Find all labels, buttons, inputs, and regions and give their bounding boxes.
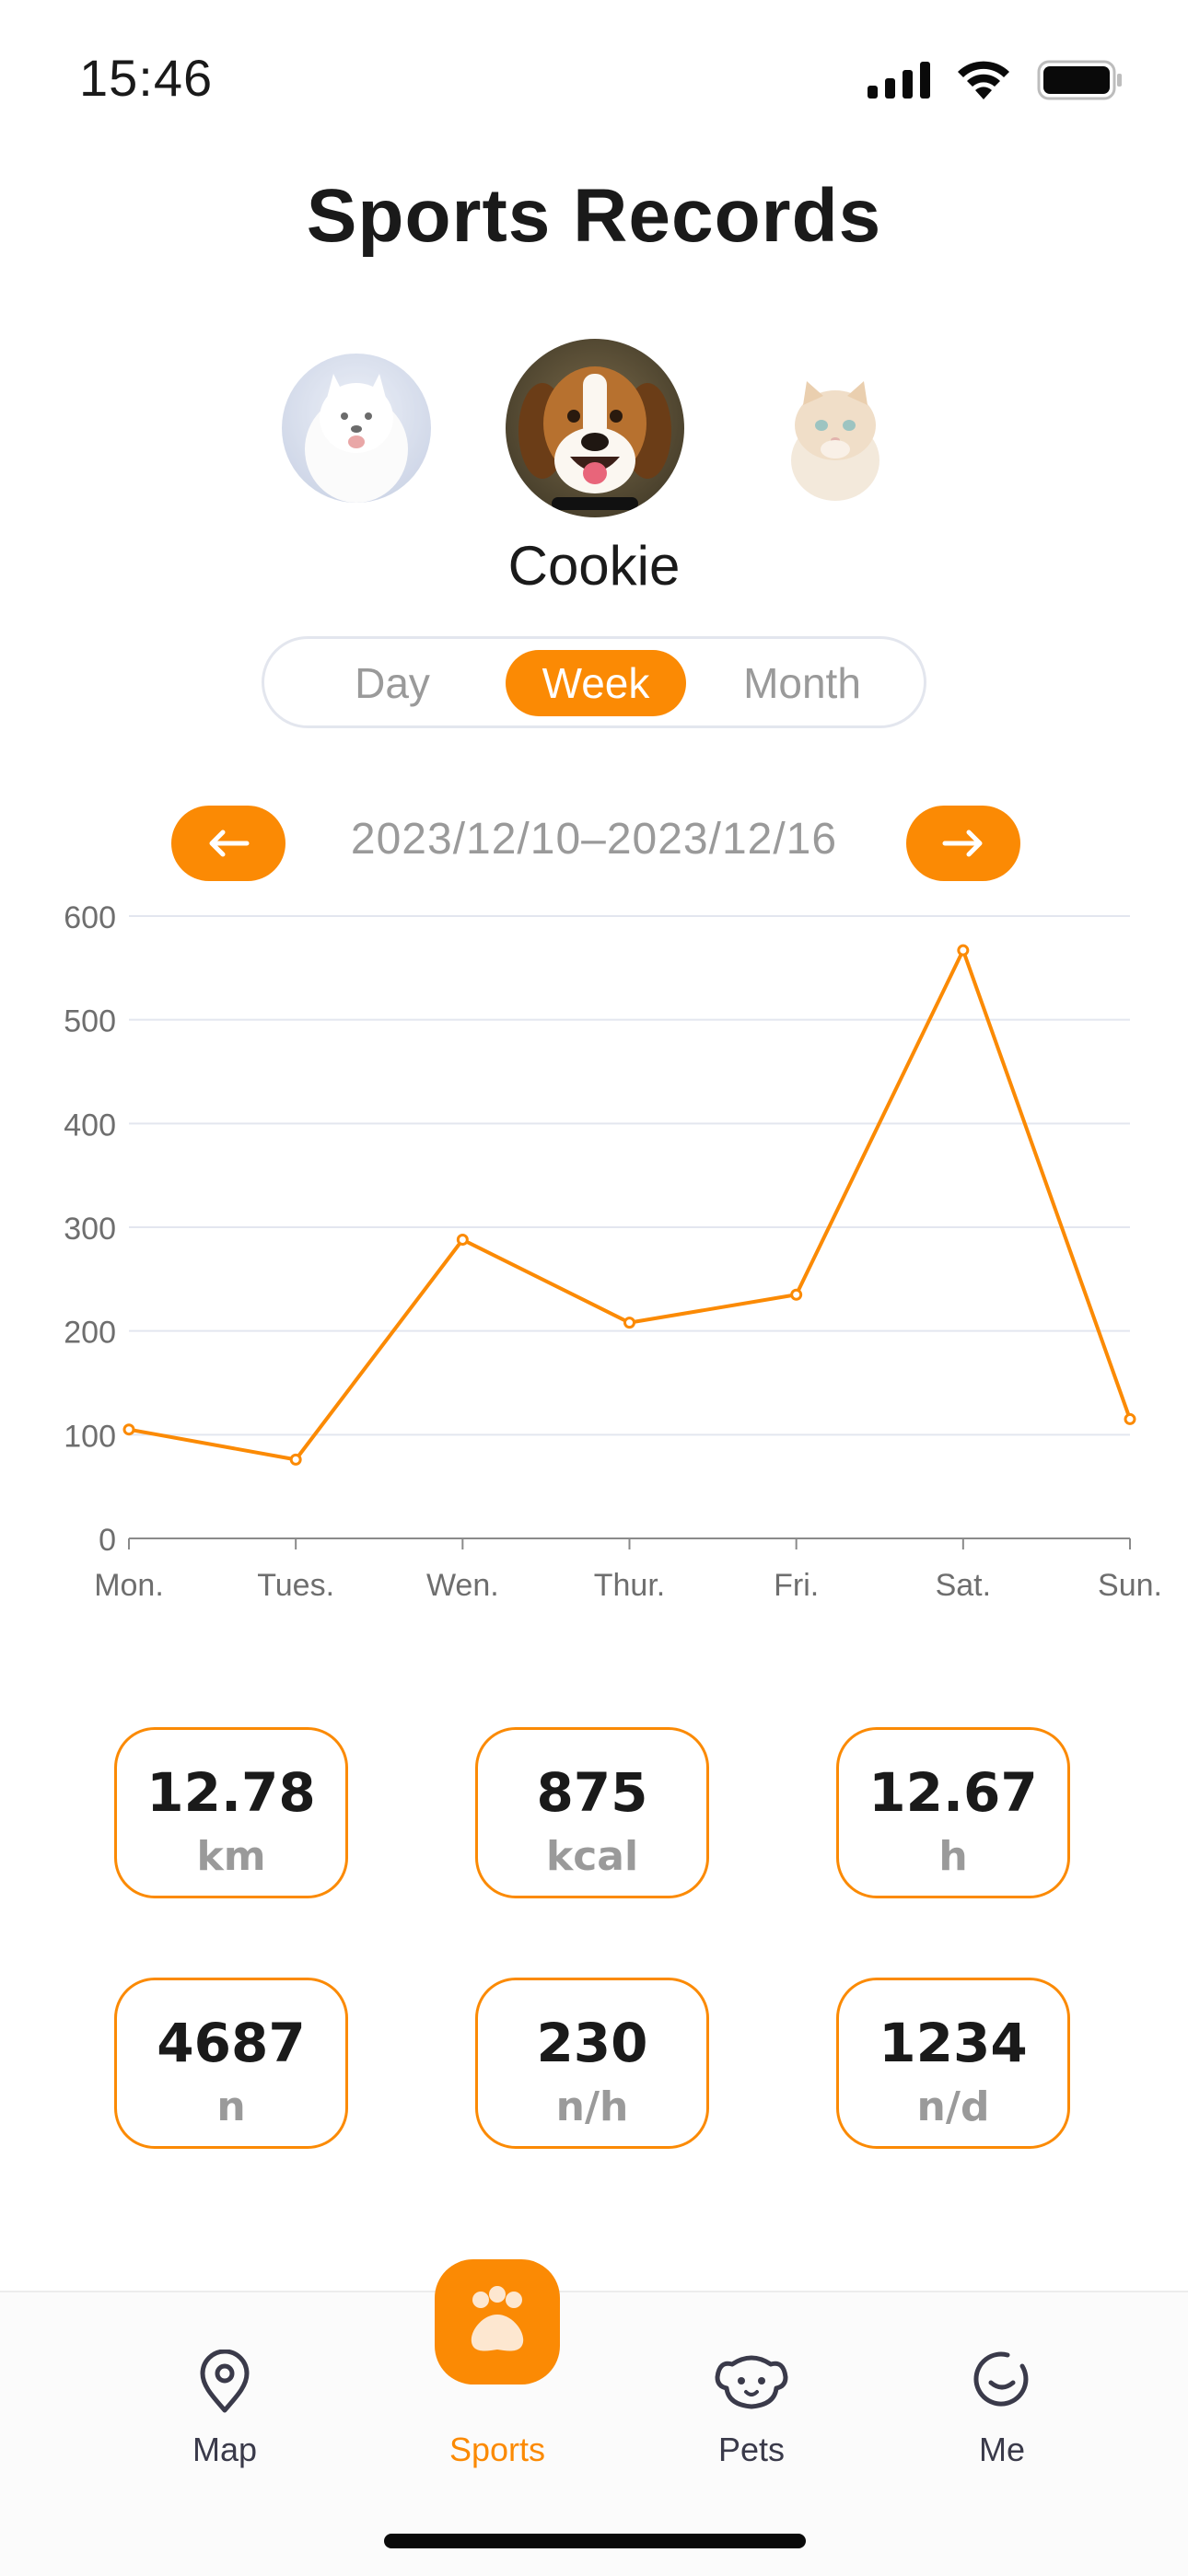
profile-ring-icon <box>973 2351 1029 2407</box>
tab-pets-label: Pets <box>717 2431 786 2468</box>
tab-map-label: Map <box>192 2431 258 2468</box>
data-point <box>957 944 970 957</box>
date-range-label: 2023/12/10–2023/12/16 <box>350 815 838 864</box>
bottom-tab-bar: Map Sports Pets Me <box>0 2259 1188 2576</box>
y-tick-label: 200 <box>64 1316 116 1351</box>
stat-unit: n/h <box>555 2083 629 2130</box>
tab-pets[interactable]: Pets <box>659 2292 844 2477</box>
tab-month[interactable]: Month <box>743 659 861 707</box>
stat-card-distance: 12.78 km <box>114 1727 348 1898</box>
paw-icon <box>471 2286 524 2351</box>
stat-unit: h <box>938 1833 968 1880</box>
data-point <box>289 1453 302 1466</box>
data-point <box>122 1423 135 1436</box>
map-pin-icon <box>200 2350 250 2413</box>
x-tick-label: Thur. <box>594 1568 665 1603</box>
stat-value: 12.78 <box>146 1761 316 1824</box>
y-tick-label: 0 <box>99 1523 116 1558</box>
stat-value: 4687 <box>157 2012 306 2074</box>
page-title: Sports Records <box>306 174 882 258</box>
status-icons <box>868 57 1124 103</box>
stat-card-steps: 4687 n <box>114 1978 348 2149</box>
activity-line-chart: 0 100 200 300 400 500 600 Mon. Tues. Wen. Thur. Fri… <box>64 900 1162 1603</box>
tab-map[interactable]: Map <box>133 2292 317 2477</box>
pet-name: Cookie <box>507 535 681 597</box>
stat-unit: kcal <box>545 1833 639 1880</box>
x-tick-label: Wen. <box>426 1568 499 1603</box>
home-indicator <box>384 2534 806 2548</box>
prev-week-button[interactable] <box>171 806 285 881</box>
pet-avatar-cookie[interactable] <box>506 339 684 517</box>
y-tick-label: 500 <box>64 1004 116 1039</box>
y-tick-label: 100 <box>64 1419 116 1454</box>
data-point <box>456 1234 469 1247</box>
y-tick-label: 400 <box>64 1108 116 1143</box>
stat-card-steps-per-hour: 230 n/h <box>475 1978 709 2149</box>
x-tick-label: Sat. <box>936 1568 991 1603</box>
x-tick-label: Fri. <box>774 1568 819 1603</box>
arrow-left-icon <box>209 830 250 857</box>
stat-unit: n/d <box>916 2083 990 2130</box>
period-segmented-control: Day Week Month <box>262 636 926 728</box>
tab-day[interactable]: Day <box>355 659 430 707</box>
data-point <box>1124 1412 1136 1425</box>
y-tick-label: 600 <box>64 900 116 935</box>
arrow-right-icon <box>942 830 983 857</box>
stat-unit: n <box>216 2083 246 2130</box>
data-point <box>623 1317 635 1329</box>
stat-value: 12.67 <box>868 1761 1038 1824</box>
stat-unit: km <box>196 1833 266 1880</box>
stat-card-calories: 875 kcal <box>475 1727 709 1898</box>
y-tick-label: 300 <box>64 1212 116 1247</box>
tab-sports[interactable]: Sports <box>405 2292 589 2477</box>
battery-icon <box>1037 60 1122 100</box>
series-line <box>128 948 1132 1462</box>
wifi-icon <box>958 61 1009 99</box>
x-tick-label: Mon. <box>94 1568 164 1603</box>
stat-value: 230 <box>536 2012 648 2074</box>
tab-me-label: Me <box>978 2431 1025 2468</box>
status-time: 15:46 <box>79 49 214 107</box>
stat-value: 875 <box>536 1761 648 1824</box>
dog-face-icon <box>715 2355 788 2409</box>
next-week-button[interactable] <box>906 806 1020 881</box>
cellular-signal-icon <box>868 62 930 99</box>
stat-card-steps-per-day: 1234 n/d <box>836 1978 1070 2149</box>
tab-week[interactable]: Week <box>506 650 686 716</box>
x-tick-label: Sun. <box>1098 1568 1162 1603</box>
pet-avatar-samoyed[interactable] <box>282 354 431 503</box>
tab-me[interactable]: Me <box>910 2292 1094 2477</box>
stat-value: 1234 <box>879 2012 1028 2074</box>
sports-fab-button[interactable] <box>435 2259 560 2385</box>
stat-card-duration: 12.67 h <box>836 1727 1070 1898</box>
x-tick-label: Tues. <box>257 1568 334 1603</box>
data-point <box>790 1288 803 1301</box>
pet-avatar-cat[interactable] <box>761 354 910 503</box>
tab-sports-label: Sports <box>448 2431 546 2468</box>
